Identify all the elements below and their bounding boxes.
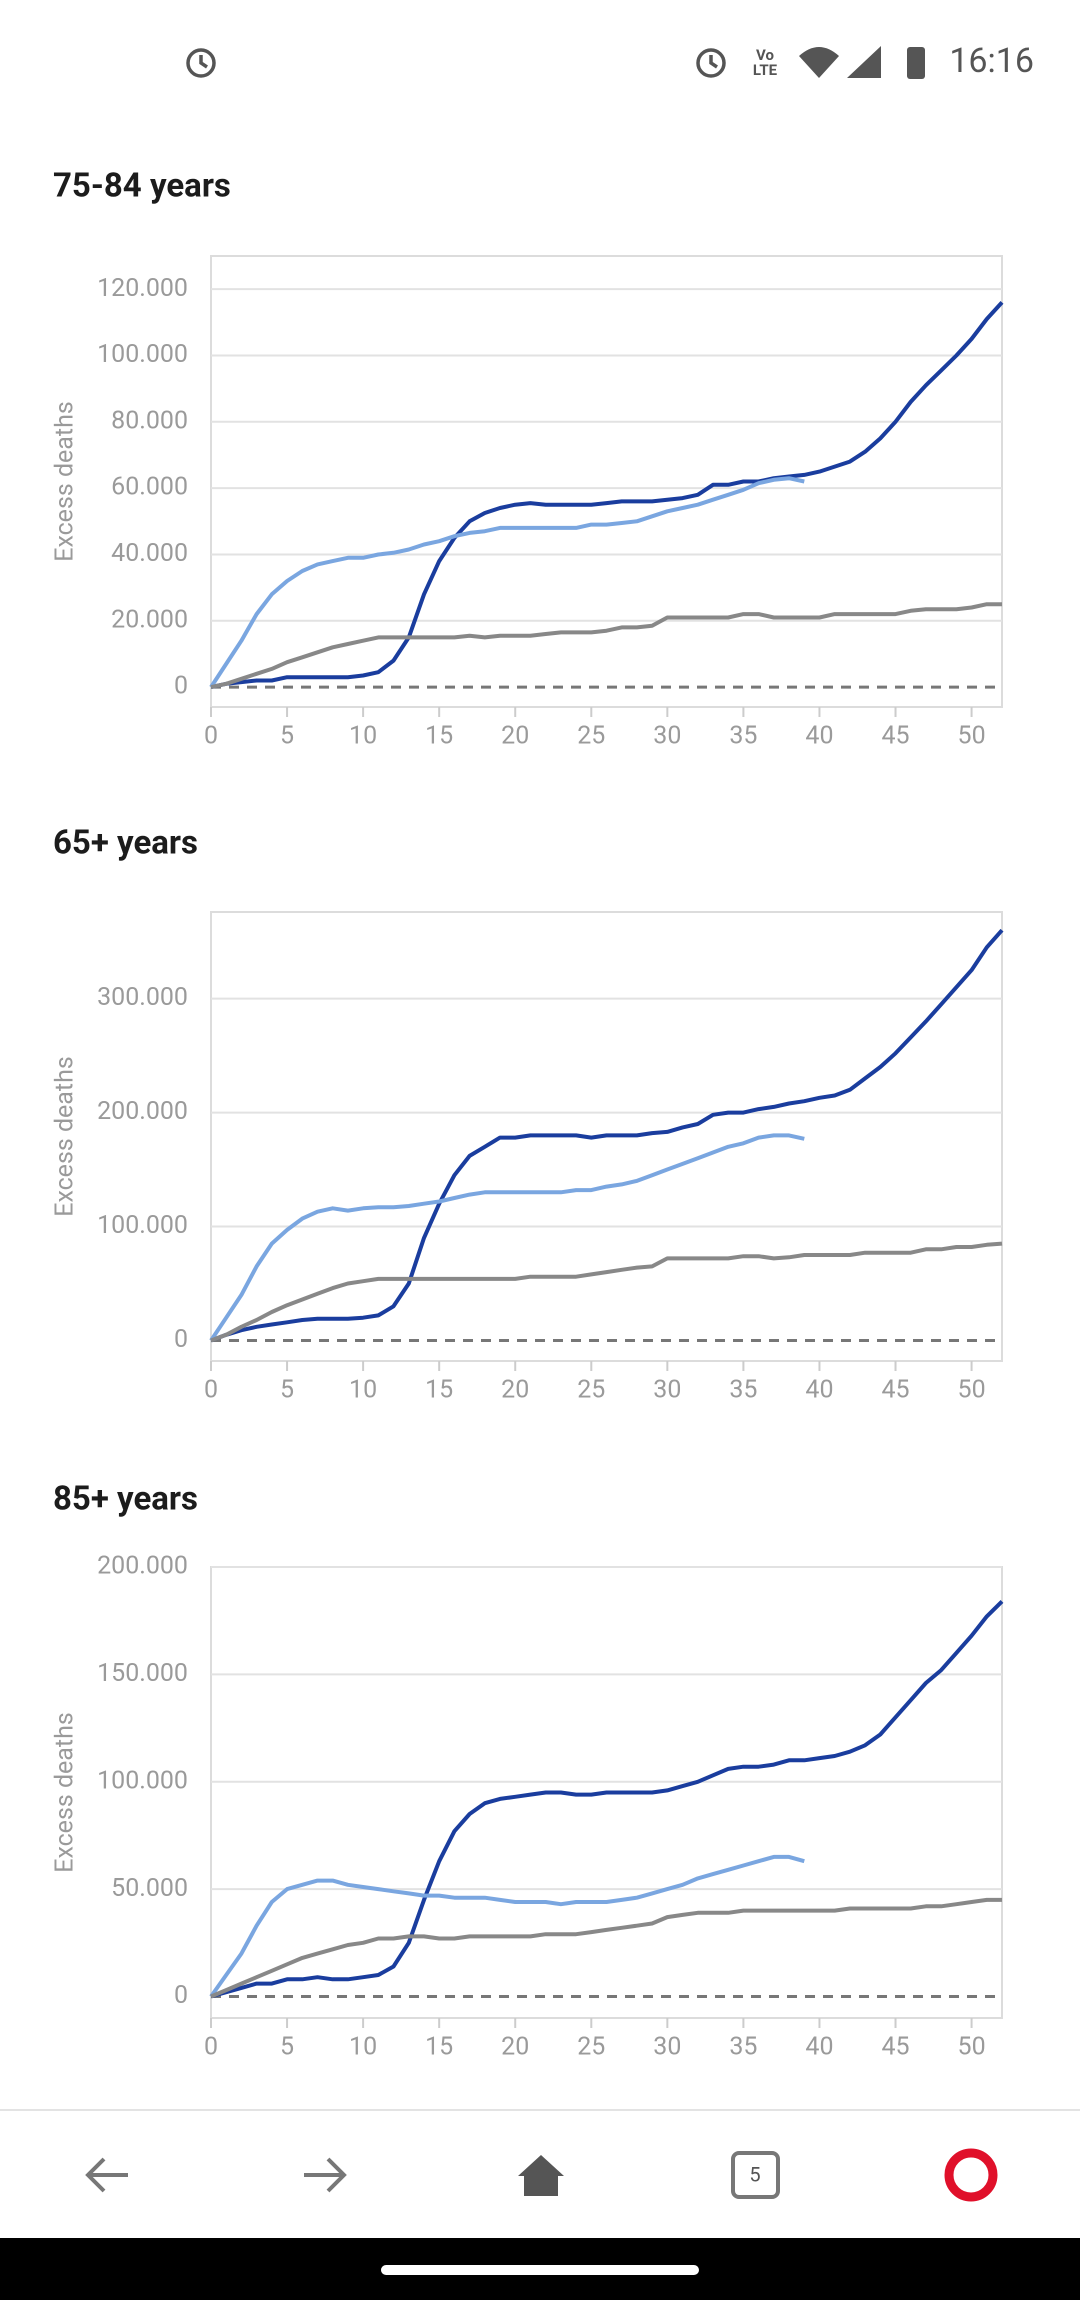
x-tick-label: 15 [425,1376,453,1405]
x-tick-label: 40 [805,1376,833,1405]
series-line [210,1241,1003,1343]
x-tick-label: 15 [425,722,453,751]
y-tick-label: 200.000 [97,1097,188,1126]
chart: 65+ years 0 100.000 200.000 300.000 0 5 10 15 20 2… [51,824,1004,1405]
tab-count: 5 [749,2162,760,2186]
x-tick-label: 10 [349,2033,377,2062]
charts: 75-84 years 0 20.000 40.000 60.000 80.000 100.… [51,167,1004,2062]
chart: 75-84 years 0 20.000 40.000 60.000 80.000 100.… [51,167,1004,751]
alarm-icon [186,48,216,78]
x-tick-label: 10 [349,722,377,751]
x-tick-label: 25 [577,1376,605,1405]
chart-title: 75-84 years [53,167,231,206]
x-tick-label: 0 [204,2033,218,2062]
x-tick-label: 5 [280,2033,294,2062]
x-tick-label: 40 [805,722,833,751]
y-tick-label: 0 [174,672,188,701]
x-tick-label: 30 [653,2033,681,2062]
forward-button[interactable] [304,2157,347,2193]
x-tick-label: 45 [881,1376,909,1405]
x-tick-label: 45 [881,2033,909,2062]
y-tick-label: 100.000 [97,340,188,369]
x-tick-label: 35 [729,2033,757,2062]
alarm-hand [199,55,208,69]
series-line [210,928,1004,1343]
series-line [210,1897,1002,1999]
x-tick-label: 5 [280,1376,294,1405]
opera-menu-button[interactable] [944,2148,998,2202]
chart: 85+ years 0 50.000 100.000 150.000 200.000 0 5 1… [51,1480,1004,2062]
series-line [209,1133,805,1342]
x-tick-label: 50 [958,722,986,751]
y-tick-label: 40.000 [111,539,188,568]
x-tick-label: 5 [280,722,294,751]
y-tick-label: 0 [174,1981,188,2010]
alarm-hand [709,55,718,69]
series-line [210,301,1004,690]
network-label: Vo [756,46,774,64]
x-tick-label: 0 [204,1376,218,1405]
wifi-icon [799,47,839,78]
y-tick-label: 60.000 [111,473,188,502]
x-tick-label: 30 [653,1376,681,1405]
x-tick-label: 50 [958,2033,986,2062]
x-tick-label: 15 [425,2033,453,2062]
x-tick-label: 45 [881,722,909,751]
y-tick-label: 100.000 [97,1211,188,1240]
y-axis-title: Excess deaths [51,1056,80,1217]
home-indicator[interactable] [381,2265,699,2275]
chart-title: 85+ years [53,1480,198,1519]
series-line [210,1599,1004,1999]
x-tick-label: 35 [729,1376,757,1405]
x-tick-label: 20 [501,1376,529,1405]
plot-frame [210,255,1003,708]
x-tick-label: 50 [958,1376,986,1405]
series-line [209,476,805,689]
plot-frame [210,911,1003,1362]
y-tick-label: 300.000 [97,983,188,1012]
y-tick-label: 0 [174,1325,188,1354]
x-tick-label: 25 [577,2033,605,2062]
chart-title: 65+ years [53,824,198,863]
network-label: LTE [753,61,778,79]
y-tick-label: 150.000 [97,1659,188,1688]
battery-icon [907,47,925,79]
y-tick-label: 20.000 [111,605,188,634]
y-tick-label: 120.000 [97,274,188,303]
clock: 16:16 [949,41,1034,81]
y-tick-label: 80.000 [111,406,188,435]
tabs-button[interactable] [731,2151,780,2199]
x-tick-label: 0 [204,722,218,751]
x-tick-label: 35 [729,722,757,751]
x-tick-label: 20 [501,2033,529,2062]
x-tick-label: 20 [501,722,529,751]
y-tick-label: 50.000 [111,1874,188,1903]
home-button[interactable] [518,2155,564,2196]
status-bar [186,46,925,79]
x-tick-label: 10 [349,1376,377,1405]
y-tick-label: 100.000 [97,1766,188,1795]
alarm-icon [696,48,726,78]
x-tick-label: 30 [653,722,681,751]
y-tick-label: 200.000 [97,1552,188,1581]
y-axis-title: Excess deaths [51,1712,80,1873]
signal-icon [847,46,881,78]
back-button[interactable] [85,2157,128,2193]
y-axis-title: Excess deaths [51,401,80,562]
x-tick-label: 25 [577,722,605,751]
series-line [210,602,1002,690]
x-tick-label: 40 [805,2033,833,2062]
series-line [209,1854,805,1998]
nav-bar [85,2148,998,2202]
